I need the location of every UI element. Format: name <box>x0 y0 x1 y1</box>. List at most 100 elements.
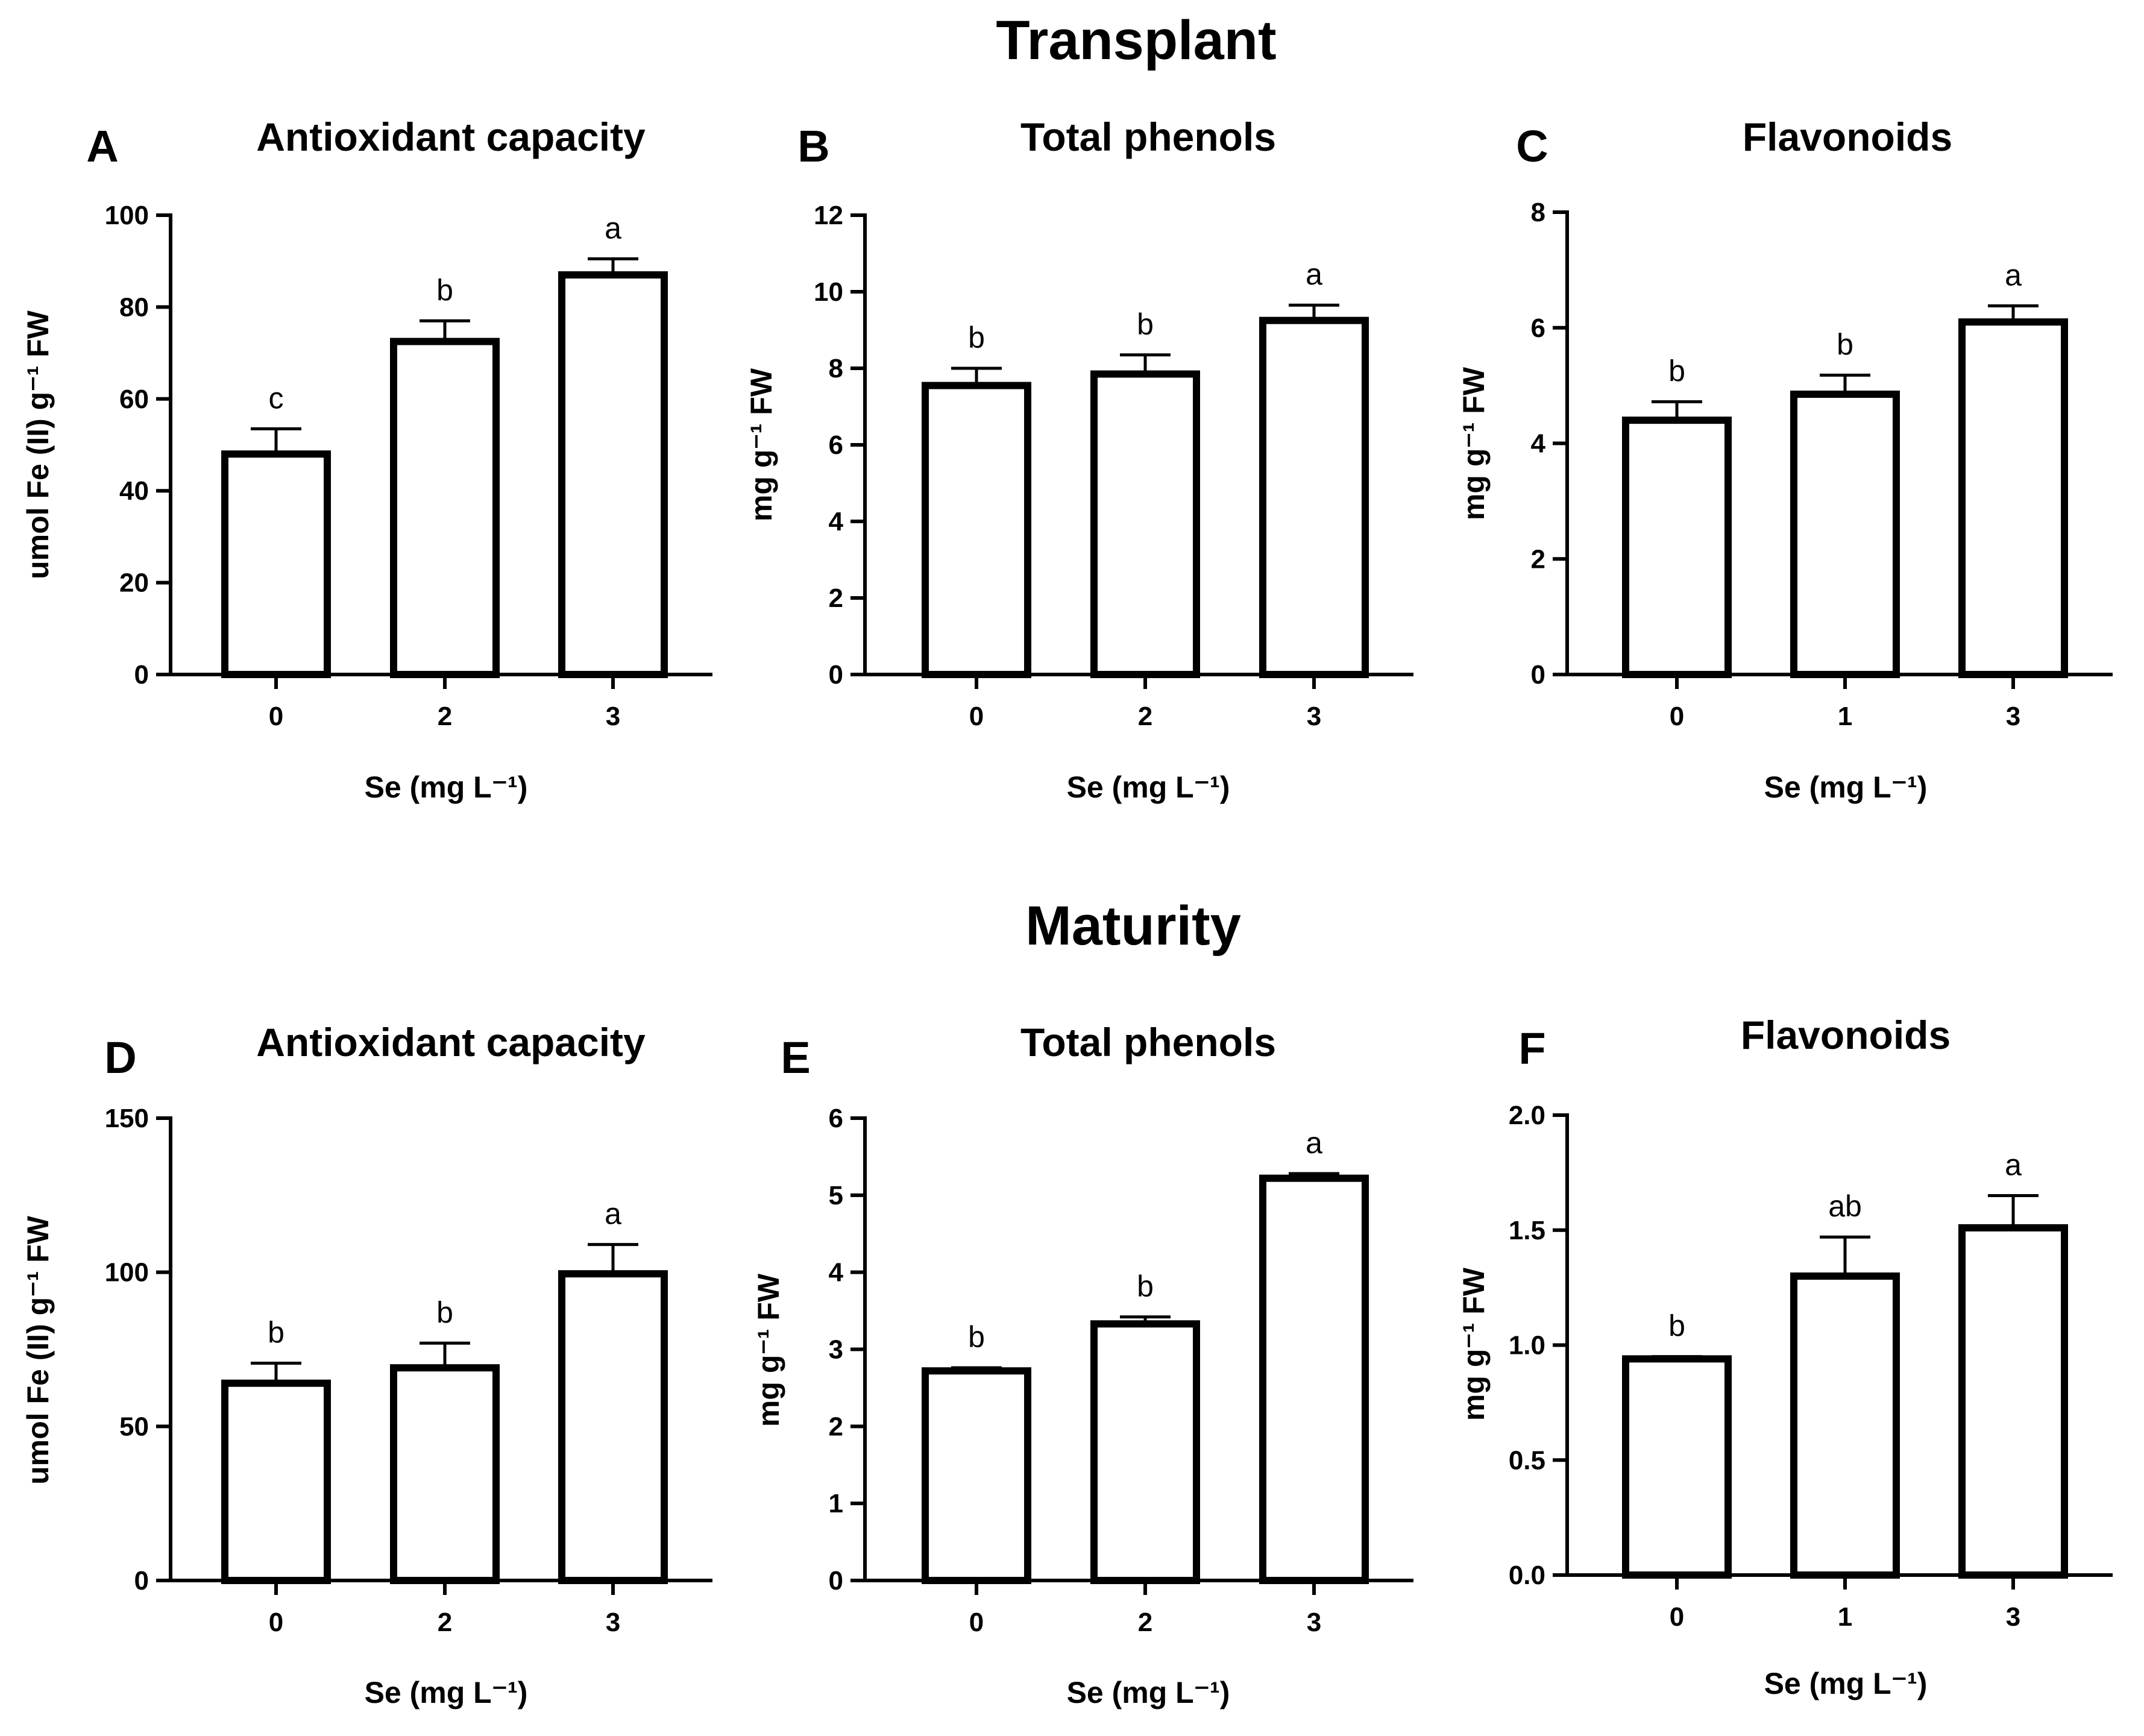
bar <box>922 382 1031 678</box>
significance-label: a <box>1306 257 1322 291</box>
significance-label: a <box>2005 1148 2022 1182</box>
panel-title: Flavonoids <box>1741 1013 1951 1057</box>
y-tick-label: 20 <box>119 568 149 598</box>
significance-label: a <box>605 211 621 245</box>
x-axis-label: Se (mg L⁻¹) <box>1067 1676 1230 1709</box>
y-tick-label: 100 <box>105 1258 149 1288</box>
panel-letter: E <box>781 1033 810 1083</box>
significance-label: a <box>605 1197 621 1231</box>
x-tick-label: 2 <box>438 702 452 731</box>
significance-label: b <box>1668 1309 1685 1343</box>
significance-label: b <box>1837 327 1853 361</box>
x-tick-label: 3 <box>2006 1602 2020 1632</box>
bar <box>1958 318 2068 678</box>
y-tick-label: 3 <box>829 1335 843 1365</box>
y-axis-label: umol Fe (II) g⁻¹ FW <box>21 310 55 579</box>
y-tick-label: 10 <box>814 277 843 307</box>
significance-label: b <box>268 1316 285 1350</box>
x-tick-label: 2 <box>438 1608 452 1637</box>
y-tick-label: 0 <box>829 1566 843 1596</box>
significance-label: ab <box>1828 1189 1862 1223</box>
bar <box>922 1367 1031 1584</box>
panel-letter: C <box>1516 121 1548 171</box>
x-axis-label: Se (mg L⁻¹) <box>1067 770 1230 804</box>
bar <box>1622 417 1732 679</box>
panel-f: F Flavonoids 0.0 0.5 1.0 1.5 2.0 b 0 ab 1 a 3 Se (mg … <box>1457 1013 2113 1700</box>
y-tick-label: 2.0 <box>1509 1101 1545 1130</box>
significance-label: c <box>269 381 284 415</box>
y-tick-label: 0.5 <box>1509 1445 1545 1475</box>
y-tick-label: 4 <box>1531 429 1546 459</box>
x-tick-label: 1 <box>1838 1602 1852 1632</box>
y-tick-label: 6 <box>1531 313 1545 343</box>
panel-title: Total phenols <box>1020 115 1276 159</box>
x-axis-label: Se (mg L⁻¹) <box>365 1676 528 1709</box>
panel-b: B Total phenols 0 2 4 6 8 10 12 b 0 b 2 a 3 Se (mg L⁻¹)… <box>744 115 1413 804</box>
panel-d: D Antioxidant capacity 0 50 100 150 b 0 b 2 a 3 Se (… <box>21 1020 712 1709</box>
y-axis-label: umol Fe (II) g⁻¹ FW <box>21 1215 55 1485</box>
y-tick-label: 4 <box>829 1258 844 1288</box>
y-tick-label: 2 <box>829 1412 843 1441</box>
significance-label: a <box>1306 1126 1322 1160</box>
bar <box>390 338 500 678</box>
x-tick-label: 3 <box>1307 1608 1321 1637</box>
significance-label: b <box>968 321 985 354</box>
panel-letter: A <box>86 121 118 171</box>
panel-title: Total phenols <box>1020 1020 1276 1065</box>
x-tick-label: 0 <box>269 1608 283 1637</box>
panel-e: E Total phenols 0 1 2 3 4 5 6 b 0 b 2 a 3 Se (mg L⁻¹) mg… <box>752 1020 1413 1709</box>
x-tick-label: 0 <box>969 702 984 731</box>
y-tick-label: 50 <box>119 1412 149 1441</box>
section-title-transplant: Transplant <box>996 10 1276 71</box>
y-axis-label: mg g⁻¹ FW <box>1457 1267 1491 1421</box>
x-tick-label: 0 <box>1670 1602 1684 1632</box>
bar <box>1090 1320 1200 1584</box>
panel-a: A Antioxidant capacity 0 20 40 60 80 100 c 0 b 2 a 3 S… <box>21 115 712 804</box>
bar <box>221 450 331 678</box>
y-axis-label: mg g⁻¹ FW <box>1457 366 1491 520</box>
y-tick-label: 80 <box>119 292 149 322</box>
y-tick-label: 12 <box>814 201 843 230</box>
x-axis-label: Se (mg L⁻¹) <box>1764 1667 1928 1700</box>
bar <box>1259 316 1369 678</box>
panel-title: Antioxidant capacity <box>256 115 646 159</box>
y-tick-label: 0 <box>829 660 843 690</box>
y-tick-label: 6 <box>829 1104 843 1133</box>
panel-title: Antioxidant capacity <box>256 1020 646 1065</box>
y-tick-label: 0 <box>134 1566 149 1596</box>
significance-label: b <box>1668 354 1685 388</box>
significance-label: b <box>1137 307 1154 341</box>
bar <box>1090 370 1200 679</box>
bar <box>1622 1355 1732 1579</box>
y-axis-label: mg g⁻¹ FW <box>752 1273 785 1427</box>
bar <box>1790 1272 1900 1579</box>
y-tick-label: 1 <box>829 1489 843 1518</box>
bar <box>1790 391 1900 678</box>
significance-label: b <box>436 273 453 307</box>
x-tick-label: 1 <box>1838 702 1852 731</box>
bar <box>558 271 668 678</box>
y-tick-label: 1.5 <box>1509 1216 1545 1245</box>
y-tick-label: 2 <box>829 583 843 613</box>
significance-label: b <box>436 1295 453 1329</box>
x-tick-label: 2 <box>1138 1608 1152 1637</box>
y-axis-label: mg g⁻¹ FW <box>744 368 778 521</box>
y-tick-label: 0 <box>1531 660 1545 690</box>
y-tick-label: 2 <box>1531 544 1545 574</box>
x-tick-label: 3 <box>606 1608 620 1637</box>
x-axis-label: Se (mg L⁻¹) <box>365 770 528 804</box>
bar <box>221 1379 331 1584</box>
bar <box>1259 1174 1369 1584</box>
x-tick-label: 3 <box>606 702 620 731</box>
y-tick-label: 60 <box>119 385 149 414</box>
panels: A Antioxidant capacity020406080100c0b2a3S… <box>21 115 2113 1709</box>
x-axis-label: Se (mg L⁻¹) <box>1764 770 1928 804</box>
panel-c: C Flavonoids 0 2 4 6 8 b 0 b 1 a 3 Se (mg L⁻¹) mg g⁻¹ … <box>1457 115 2113 804</box>
x-tick-label: 0 <box>1670 702 1684 731</box>
panel-letter: D <box>104 1033 136 1083</box>
y-tick-label: 8 <box>1531 198 1545 227</box>
x-tick-label: 3 <box>2006 702 2020 731</box>
significance-label: a <box>2005 258 2022 292</box>
y-tick-label: 6 <box>829 430 843 460</box>
